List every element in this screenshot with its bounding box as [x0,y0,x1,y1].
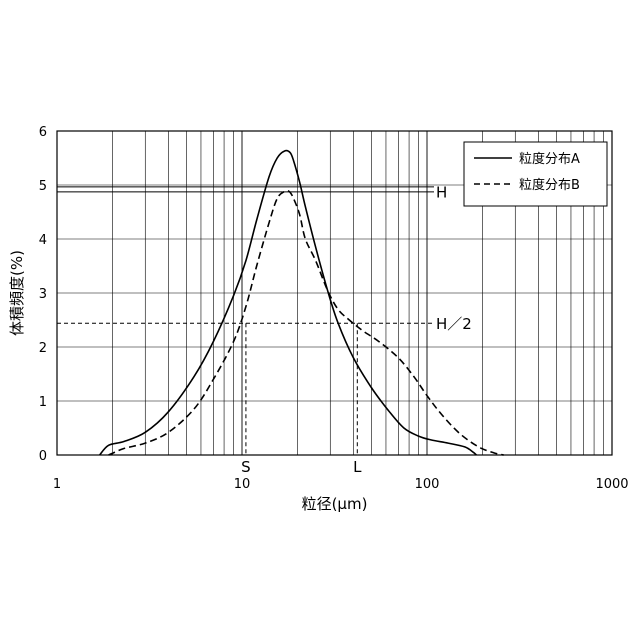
y-tick-label: 5 [39,179,47,194]
h-half-label: H／2 [436,315,472,333]
y-tick-label: 3 [39,287,47,302]
y-axis-label: 体積頻度(%) [8,250,26,336]
l-label: L [353,458,362,476]
legend-label-a: 粒度分布A [519,151,580,167]
y-tick-label: 0 [39,449,47,464]
y-tick-label: 1 [39,395,47,410]
x-tick-label: 10 [234,477,251,492]
y-tick-label: 6 [39,125,47,140]
x-axis-label: 粒径(μm) [302,495,368,513]
y-tick-label: 2 [39,341,47,356]
x-tick-label: 1000 [595,477,628,492]
series-line-a [100,151,477,455]
x-tick-label: 100 [415,477,440,492]
legend-label-b: 粒度分布B [519,177,580,193]
x-tick-label: 1 [53,477,61,492]
h-label: H [436,183,447,201]
legend: 粒度分布A 粒度分布B [464,142,607,206]
s-label: S [241,458,251,476]
y-tick-label: 4 [39,233,47,248]
